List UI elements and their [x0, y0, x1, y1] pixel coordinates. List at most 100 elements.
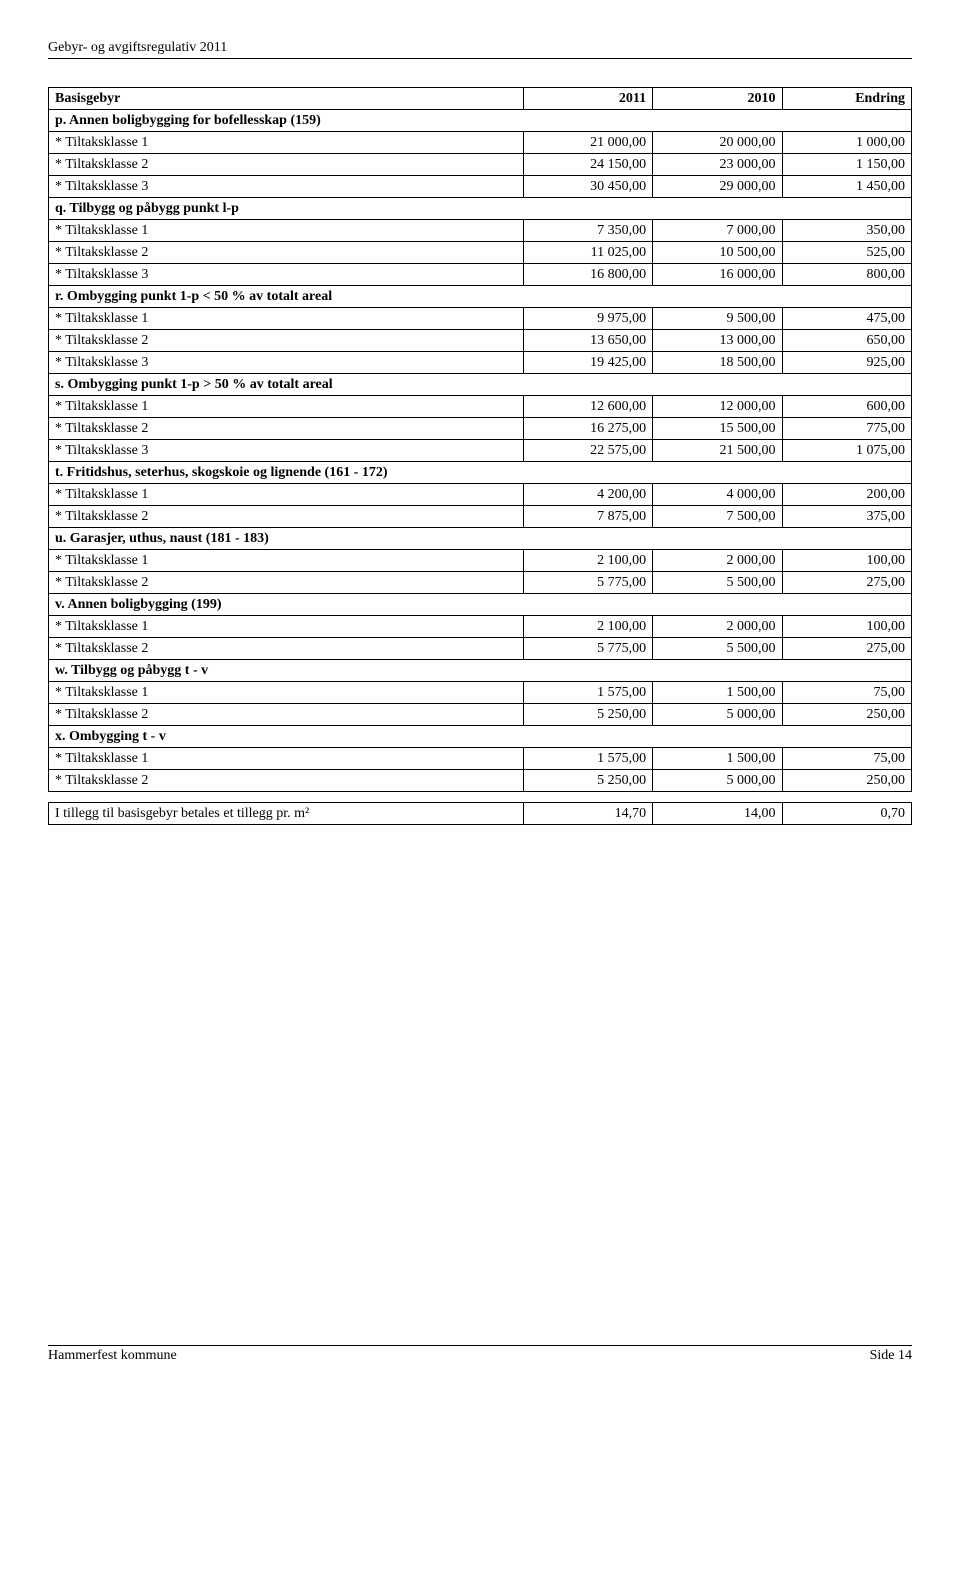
section-row: r. Ombygging punkt 1-p < 50 % av totalt …: [49, 286, 912, 308]
row-value: 375,00: [782, 506, 911, 528]
row-value: 23 000,00: [653, 154, 782, 176]
row-value: 9 975,00: [523, 308, 652, 330]
row-value: 600,00: [782, 396, 911, 418]
row-label: * Tiltaksklasse 2: [49, 242, 524, 264]
section-label: w. Tilbygg og påbygg t - v: [49, 660, 912, 682]
row-label: * Tiltaksklasse 2: [49, 572, 524, 594]
row-label: * Tiltaksklasse 3: [49, 264, 524, 286]
row-value: 21 500,00: [653, 440, 782, 462]
row-label: * Tiltaksklasse 2: [49, 330, 524, 352]
row-value: 100,00: [782, 616, 911, 638]
row-value: 22 575,00: [523, 440, 652, 462]
row-value: 2 000,00: [653, 550, 782, 572]
table-row: * Tiltaksklasse 19 975,009 500,00475,00: [49, 308, 912, 330]
row-value: 19 425,00: [523, 352, 652, 374]
row-value: 200,00: [782, 484, 911, 506]
section-row: t. Fritidshus, seterhus, skogskoie og li…: [49, 462, 912, 484]
row-value: 75,00: [782, 682, 911, 704]
table-row: * Tiltaksklasse 330 450,0029 000,001 450…: [49, 176, 912, 198]
header-2011: 2011: [523, 88, 652, 110]
table-row: * Tiltaksklasse 17 350,007 000,00350,00: [49, 220, 912, 242]
row-label: * Tiltaksklasse 1: [49, 616, 524, 638]
addendum-label: I tillegg til basisgebyr betales et till…: [49, 803, 524, 825]
row-value: 2 000,00: [653, 616, 782, 638]
row-label: * Tiltaksklasse 1: [49, 396, 524, 418]
table-row: * Tiltaksklasse 25 250,005 000,00250,00: [49, 704, 912, 726]
row-value: 1 575,00: [523, 748, 652, 770]
row-value: 5 775,00: [523, 638, 652, 660]
row-value: 13 650,00: [523, 330, 652, 352]
table-row: I tillegg til basisgebyr betales et till…: [49, 803, 912, 825]
table-row: * Tiltaksklasse 25 775,005 500,00275,00: [49, 572, 912, 594]
section-label: r. Ombygging punkt 1-p < 50 % av totalt …: [49, 286, 912, 308]
row-label: * Tiltaksklasse 1: [49, 308, 524, 330]
page-footer: Hammerfest kommune Side 14: [48, 1345, 912, 1364]
addendum-2011: 14,70: [523, 803, 652, 825]
row-label: * Tiltaksklasse 2: [49, 770, 524, 792]
row-label: * Tiltaksklasse 3: [49, 352, 524, 374]
row-label: * Tiltaksklasse 2: [49, 506, 524, 528]
row-value: 2 100,00: [523, 616, 652, 638]
table-row: * Tiltaksklasse 27 875,007 500,00375,00: [49, 506, 912, 528]
table-row: * Tiltaksklasse 112 600,0012 000,00600,0…: [49, 396, 912, 418]
row-label: * Tiltaksklasse 2: [49, 704, 524, 726]
row-value: 250,00: [782, 770, 911, 792]
row-value: 1 150,00: [782, 154, 911, 176]
section-label: p. Annen boligbygging for bofellesskap (…: [49, 110, 912, 132]
row-value: 100,00: [782, 550, 911, 572]
row-value: 275,00: [782, 638, 911, 660]
row-value: 7 500,00: [653, 506, 782, 528]
row-value: 12 600,00: [523, 396, 652, 418]
table-row: * Tiltaksklasse 11 575,001 500,0075,00: [49, 748, 912, 770]
section-row: s. Ombygging punkt 1-p > 50 % av totalt …: [49, 374, 912, 396]
row-value: 350,00: [782, 220, 911, 242]
row-value: 1 500,00: [653, 748, 782, 770]
section-row: p. Annen boligbygging for bofellesskap (…: [49, 110, 912, 132]
table-row: * Tiltaksklasse 224 150,0023 000,001 150…: [49, 154, 912, 176]
table-row: * Tiltaksklasse 12 100,002 000,00100,00: [49, 616, 912, 638]
row-label: * Tiltaksklasse 1: [49, 132, 524, 154]
row-value: 10 500,00: [653, 242, 782, 264]
section-label: u. Garasjer, uthus, naust (181 - 183): [49, 528, 912, 550]
section-row: x. Ombygging t - v: [49, 726, 912, 748]
row-value: 29 000,00: [653, 176, 782, 198]
table-row: * Tiltaksklasse 316 800,0016 000,00800,0…: [49, 264, 912, 286]
row-label: * Tiltaksklasse 3: [49, 440, 524, 462]
section-label: q. Tilbygg og påbygg punkt l-p: [49, 198, 912, 220]
row-value: 925,00: [782, 352, 911, 374]
row-label: * Tiltaksklasse 3: [49, 176, 524, 198]
row-label: * Tiltaksklasse 1: [49, 220, 524, 242]
footer-left: Hammerfest kommune: [48, 1348, 177, 1364]
section-row: v. Annen boligbygging (199): [49, 594, 912, 616]
row-label: * Tiltaksklasse 2: [49, 154, 524, 176]
row-value: 5 250,00: [523, 770, 652, 792]
table-header-row: Basisgebyr 2011 2010 Endring: [49, 88, 912, 110]
row-value: 275,00: [782, 572, 911, 594]
table-row: * Tiltaksklasse 216 275,0015 500,00775,0…: [49, 418, 912, 440]
table-row: * Tiltaksklasse 322 575,0021 500,001 075…: [49, 440, 912, 462]
addendum-table: I tillegg til basisgebyr betales et till…: [48, 802, 912, 825]
table-row: * Tiltaksklasse 319 425,0018 500,00925,0…: [49, 352, 912, 374]
row-value: 21 000,00: [523, 132, 652, 154]
row-value: 13 000,00: [653, 330, 782, 352]
row-value: 24 150,00: [523, 154, 652, 176]
row-value: 4 000,00: [653, 484, 782, 506]
row-label: * Tiltaksklasse 1: [49, 484, 524, 506]
addendum-2010: 14,00: [653, 803, 782, 825]
section-label: x. Ombygging t - v: [49, 726, 912, 748]
row-value: 775,00: [782, 418, 911, 440]
table-row: * Tiltaksklasse 211 025,0010 500,00525,0…: [49, 242, 912, 264]
row-value: 5 000,00: [653, 704, 782, 726]
table-row: * Tiltaksklasse 25 250,005 000,00250,00: [49, 770, 912, 792]
table-row: * Tiltaksklasse 14 200,004 000,00200,00: [49, 484, 912, 506]
row-value: 18 500,00: [653, 352, 782, 374]
row-value: 1 500,00: [653, 682, 782, 704]
row-value: 525,00: [782, 242, 911, 264]
header-basisgebyr: Basisgebyr: [49, 88, 524, 110]
table-row: * Tiltaksklasse 213 650,0013 000,00650,0…: [49, 330, 912, 352]
row-value: 7 875,00: [523, 506, 652, 528]
row-value: 5 500,00: [653, 572, 782, 594]
section-row: w. Tilbygg og påbygg t - v: [49, 660, 912, 682]
header-2010: 2010: [653, 88, 782, 110]
table-row: * Tiltaksklasse 12 100,002 000,00100,00: [49, 550, 912, 572]
